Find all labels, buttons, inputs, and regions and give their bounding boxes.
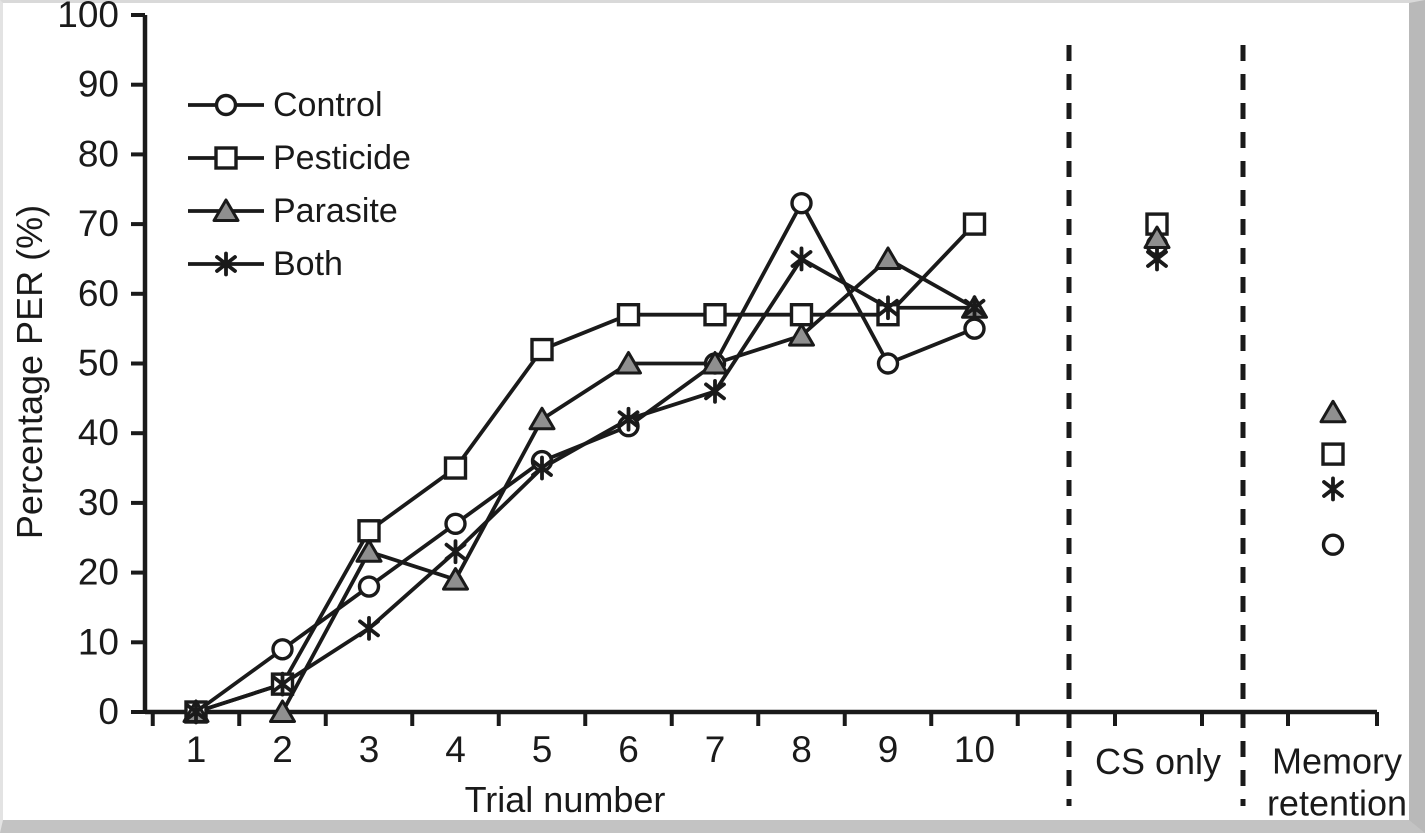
legend-label: Both bbox=[273, 244, 343, 283]
point-parasite-memory-retention bbox=[1319, 399, 1347, 424]
y-tick-label: 80 bbox=[78, 133, 119, 174]
pesticide-square-marker-icon bbox=[188, 146, 264, 170]
point-pesticide-trial-10 bbox=[962, 212, 987, 236]
point-control-trial-2 bbox=[271, 638, 294, 661]
x-tick-label: 6 bbox=[618, 729, 639, 770]
x-tick-label: 7 bbox=[705, 729, 726, 770]
y-tick-label: 10 bbox=[78, 621, 119, 662]
both-asterisk-marker-icon bbox=[188, 251, 264, 277]
control-circle-marker-icon bbox=[188, 93, 264, 117]
point-pesticide-trial-4 bbox=[443, 456, 468, 480]
point-both-cs-only bbox=[1146, 246, 1168, 272]
legend-item-parasite: Parasite bbox=[186, 190, 411, 232]
point-control-trial-8 bbox=[790, 191, 813, 215]
legend-item-control: Control bbox=[186, 84, 411, 126]
parasite-triangle-marker-icon bbox=[188, 198, 264, 222]
y-tick-label: 100 bbox=[57, 0, 119, 35]
point-both-trial-10 bbox=[963, 295, 986, 321]
point-control-trial-9 bbox=[876, 352, 900, 375]
legend-item-pesticide: Pesticide bbox=[186, 137, 411, 179]
y-tick-label: 50 bbox=[78, 343, 119, 384]
x-tick-label: 1 bbox=[186, 729, 207, 770]
x-tick-label: 10 bbox=[954, 729, 995, 770]
point-pesticide-trial-7 bbox=[703, 303, 727, 327]
x-tick-label: 5 bbox=[532, 729, 553, 770]
y-axis-title: Percentage PER (%) bbox=[9, 204, 50, 540]
section-label-memory-retention: Memory retention bbox=[1266, 740, 1408, 824]
legend-label: Pesticide bbox=[273, 138, 411, 177]
point-control-trial-3 bbox=[357, 575, 381, 598]
point-parasite-trial-3 bbox=[355, 539, 383, 563]
legend-item-both: Both bbox=[186, 243, 411, 285]
legend-marker bbox=[214, 93, 238, 117]
y-tick-label: 0 bbox=[98, 691, 119, 732]
point-pesticide-trial-3 bbox=[357, 519, 381, 543]
point-parasite-trial-5 bbox=[528, 406, 556, 431]
y-tick-label: 60 bbox=[78, 273, 119, 314]
point-both-trial-9 bbox=[877, 295, 899, 321]
point-both-trial-3 bbox=[358, 615, 380, 641]
point-parasite-trial-8 bbox=[788, 323, 815, 347]
point-both-trial-8 bbox=[790, 246, 813, 272]
point-parasite-trial-6 bbox=[615, 351, 642, 375]
point-pesticide-memory-retention bbox=[1321, 442, 1345, 466]
series-line-parasite bbox=[194, 257, 977, 714]
point-pesticide-trial-6 bbox=[616, 303, 641, 327]
y-tick-label: 20 bbox=[78, 552, 119, 593]
point-both-trial-7 bbox=[704, 378, 726, 404]
series-line-both bbox=[194, 257, 977, 714]
point-parasite-trial-2 bbox=[269, 699, 296, 723]
x-axis-title: Trial number bbox=[464, 779, 666, 820]
section-label-cs-only: CS only bbox=[1094, 741, 1222, 782]
point-both-trial-6 bbox=[617, 406, 640, 432]
point-both-trial-1 bbox=[185, 699, 207, 725]
point-parasite-trial-7 bbox=[701, 351, 729, 375]
legend-label: Parasite bbox=[273, 191, 398, 230]
x-tick-label: 9 bbox=[878, 729, 899, 770]
point-control-trial-4 bbox=[444, 512, 467, 536]
y-tick-label: 30 bbox=[78, 482, 119, 523]
x-tick-label: 4 bbox=[445, 729, 466, 770]
y-tick-label: 70 bbox=[78, 203, 119, 244]
point-parasite-trial-4 bbox=[442, 567, 469, 591]
legend-marker bbox=[214, 146, 238, 170]
point-both-trial-2 bbox=[271, 671, 294, 697]
point-both-trial-5 bbox=[531, 455, 553, 481]
x-tick-label: 3 bbox=[359, 729, 380, 770]
y-tick-label: 90 bbox=[78, 64, 119, 105]
point-control-trial-10 bbox=[963, 317, 986, 340]
x-tick-label: 2 bbox=[272, 729, 293, 770]
point-parasite-trial-9 bbox=[874, 246, 902, 270]
legend: Control Pesticide Parasite Both bbox=[186, 84, 411, 285]
point-both-trial-4 bbox=[444, 539, 467, 565]
point-pesticide-trial-5 bbox=[530, 337, 554, 362]
point-pesticide-trial-8 bbox=[789, 303, 814, 327]
point-both-memory-retention bbox=[1322, 476, 1344, 502]
legend-label: Control bbox=[273, 85, 383, 124]
legend-marker bbox=[215, 251, 237, 277]
y-tick-label: 40 bbox=[78, 412, 119, 453]
series-line-pesticide bbox=[194, 222, 977, 714]
x-tick-label: 8 bbox=[791, 729, 812, 770]
point-control-memory-retention bbox=[1321, 533, 1345, 556]
legend-marker bbox=[212, 198, 240, 222]
